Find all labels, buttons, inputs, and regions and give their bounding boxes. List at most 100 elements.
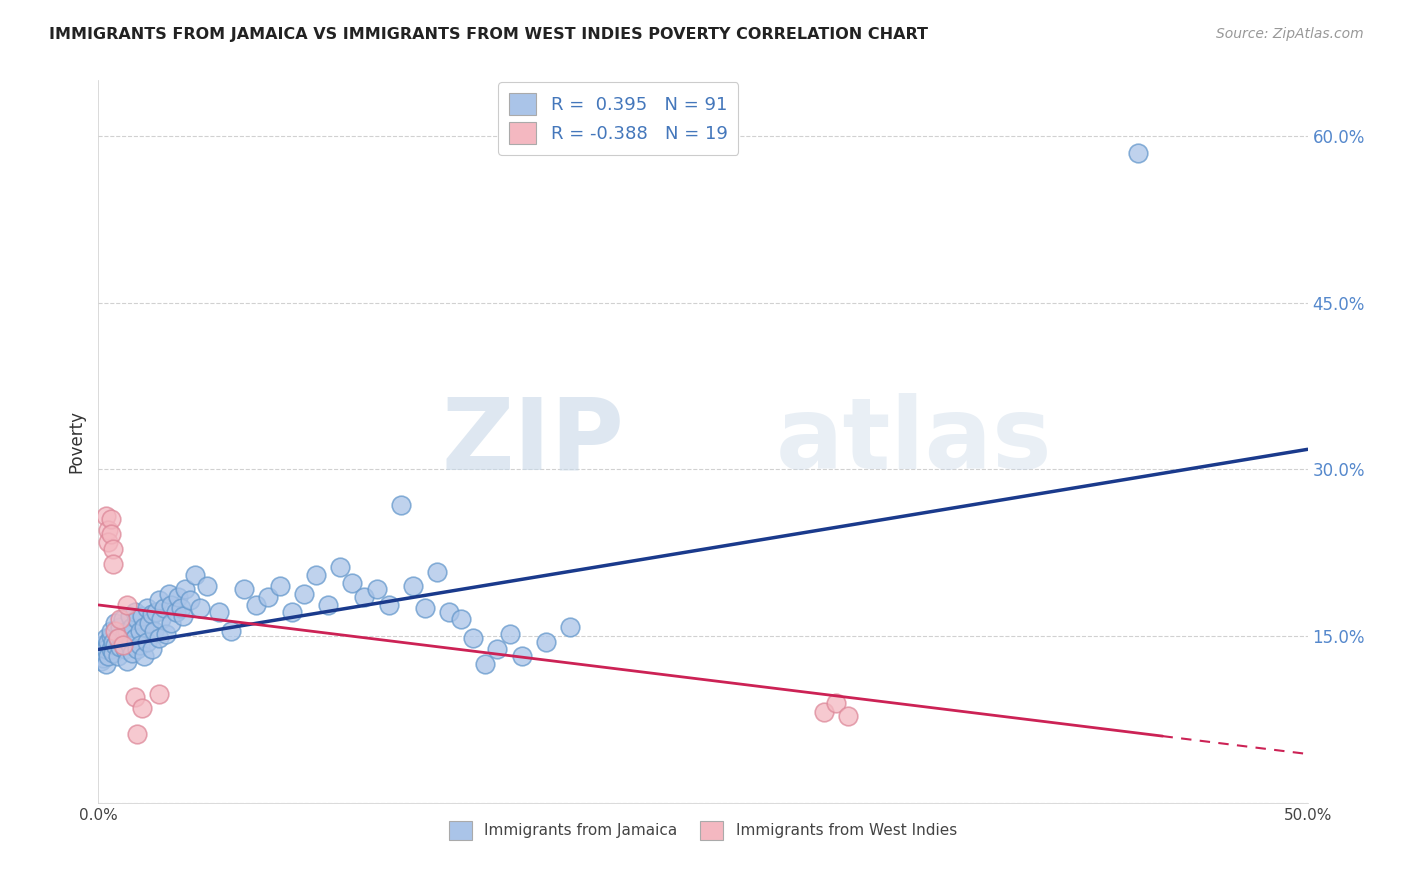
Text: ZIP: ZIP [441,393,624,490]
Point [128,638,150,652]
Point [135,601,157,615]
Point [413,601,436,615]
Point [221,624,243,638]
Point [121,620,143,634]
Point [389,498,412,512]
Point [101,634,124,648]
Point [101,646,124,660]
Point [100,526,122,541]
Point [474,657,496,671]
Point [148,632,170,646]
Point [837,709,859,723]
Point [366,582,388,597]
Point [111,638,134,652]
Point [94,508,117,523]
Point [108,612,131,626]
Point [134,620,156,634]
Point [145,605,167,619]
Point [91,651,114,665]
Point [124,605,146,619]
Point [108,640,131,655]
Text: IMMIGRANTS FROM JAMAICA VS IMMIGRANTS FROM WEST INDIES POVERTY CORRELATION CHART: IMMIGRANTS FROM JAMAICA VS IMMIGRANTS FR… [49,27,928,42]
Point [118,638,141,652]
Point [377,598,399,612]
Point [107,632,129,646]
Point [143,624,166,638]
Point [127,612,149,626]
Point [97,534,120,549]
Point [486,642,509,657]
Point [160,615,183,630]
Point [124,690,146,705]
Point [174,582,197,597]
Point [124,632,146,646]
Point [107,649,129,664]
Point [97,649,120,664]
Point [97,634,120,648]
Point [195,579,218,593]
Point [111,634,134,648]
Point [498,627,520,641]
Point [104,638,127,652]
Point [138,615,160,630]
Point [97,524,120,538]
Point [256,590,278,604]
Point [101,542,124,557]
Point [450,612,472,626]
Point [426,565,449,579]
Point [160,598,183,612]
Point [117,653,139,667]
Point [534,634,557,648]
Point [104,615,127,630]
Legend: Immigrants from Jamaica, Immigrants from West Indies: Immigrants from Jamaica, Immigrants from… [443,815,963,846]
Point [463,632,485,646]
Point [269,579,291,593]
Point [150,612,173,626]
Point [135,634,157,648]
Point [128,624,150,638]
Text: Source: ZipAtlas.com: Source: ZipAtlas.com [1216,27,1364,41]
Point [104,624,127,638]
Point [127,727,149,741]
Point [131,609,153,624]
Point [100,629,122,643]
Point [100,624,122,638]
Point [134,649,156,664]
Point [141,642,163,657]
Point [353,590,375,604]
Point [342,575,364,590]
Point [402,579,425,593]
Point [184,568,207,582]
Point [558,620,581,634]
Point [232,582,254,597]
Point [169,601,191,615]
Point [1128,145,1150,160]
Point [152,601,174,615]
Point [437,605,460,619]
Point [118,609,141,624]
Point [94,657,117,671]
Point [245,598,267,612]
Point [90,646,112,660]
Point [329,560,352,574]
Point [90,653,112,667]
Point [157,587,180,601]
Point [100,512,122,526]
Point [108,620,131,634]
Point [131,701,153,715]
Point [91,638,114,652]
Text: atlas: atlas [776,393,1052,490]
Point [281,605,304,619]
Point [825,696,848,710]
Point [148,687,170,701]
Point [117,624,139,638]
Y-axis label: Poverty: Poverty [67,410,86,473]
Point [121,646,143,660]
Point [127,642,149,657]
Point [179,593,201,607]
Point [172,609,194,624]
Point [167,590,190,604]
Point [305,568,328,582]
Point [117,598,139,612]
Point [208,605,231,619]
